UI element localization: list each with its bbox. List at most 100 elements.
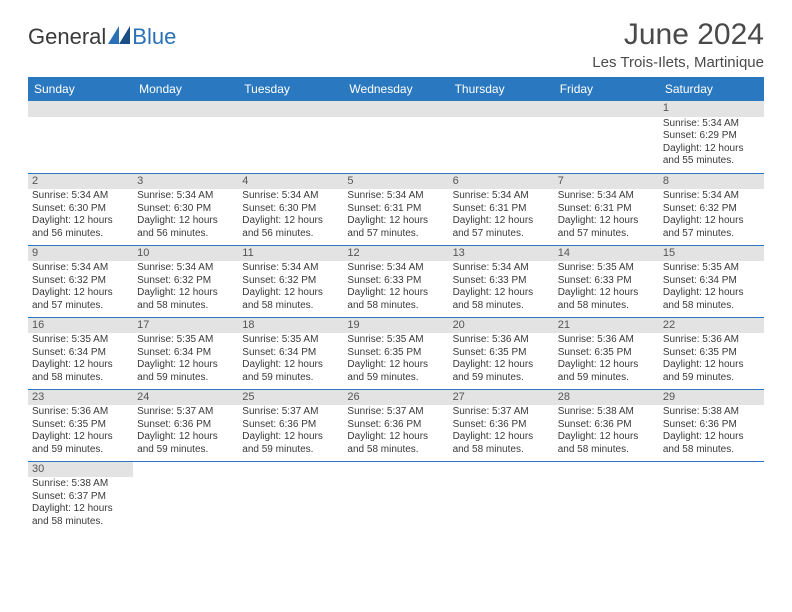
day-number: 19 — [343, 318, 448, 334]
day-number: 5 — [343, 174, 448, 190]
calendar-cell: 8Sunrise: 5:34 AMSunset: 6:32 PMDaylight… — [659, 173, 764, 245]
sunrise-line: Sunrise: 5:37 AM — [242, 406, 339, 419]
day-body: Sunrise: 5:34 AMSunset: 6:33 PMDaylight:… — [449, 261, 554, 314]
sunrise-line: Sunrise: 5:34 AM — [663, 190, 760, 203]
day-body: Sunrise: 5:38 AMSunset: 6:36 PMDaylight:… — [659, 405, 764, 458]
calendar-cell: 25Sunrise: 5:37 AMSunset: 6:36 PMDayligh… — [238, 389, 343, 461]
day-number: 13 — [449, 246, 554, 262]
calendar-cell: 2Sunrise: 5:34 AMSunset: 6:30 PMDaylight… — [28, 173, 133, 245]
day-number: 20 — [449, 318, 554, 334]
calendar-cell: 27Sunrise: 5:37 AMSunset: 6:36 PMDayligh… — [449, 389, 554, 461]
sunrise-line: Sunrise: 5:35 AM — [137, 334, 234, 347]
day-body: Sunrise: 5:34 AMSunset: 6:31 PMDaylight:… — [554, 189, 659, 242]
weekday-header: Wednesday — [343, 77, 448, 101]
sunset-line: Sunset: 6:36 PM — [558, 419, 655, 432]
day-number: 15 — [659, 246, 764, 262]
sunrise-line: Sunrise: 5:34 AM — [558, 190, 655, 203]
page-subtitle: Les Trois-Ilets, Martinique — [592, 54, 764, 71]
day-body: Sunrise: 5:36 AMSunset: 6:35 PMDaylight:… — [28, 405, 133, 458]
sunrise-line: Sunrise: 5:37 AM — [453, 406, 550, 419]
sunset-line: Sunset: 6:32 PM — [663, 203, 760, 216]
sunset-line: Sunset: 6:34 PM — [32, 347, 129, 360]
weekday-header: Saturday — [659, 77, 764, 101]
day-number: 6 — [449, 174, 554, 190]
daylight-line: Daylight: 12 hours and 59 minutes. — [137, 359, 234, 384]
sunrise-line: Sunrise: 5:34 AM — [137, 262, 234, 275]
day-number: 28 — [554, 390, 659, 406]
day-number: 26 — [343, 390, 448, 406]
daylight-line: Daylight: 12 hours and 58 minutes. — [663, 431, 760, 456]
calendar-cell-empty — [238, 461, 343, 533]
sunset-line: Sunset: 6:30 PM — [137, 203, 234, 216]
weekday-header: Thursday — [449, 77, 554, 101]
sunrise-line: Sunrise: 5:34 AM — [663, 118, 760, 131]
sunset-line: Sunset: 6:35 PM — [453, 347, 550, 360]
daylight-line: Daylight: 12 hours and 59 minutes. — [453, 359, 550, 384]
header: GeneralBlue June 2024 Les Trois-Ilets, M… — [28, 18, 764, 71]
day-number: 12 — [343, 246, 448, 262]
day-number: 29 — [659, 390, 764, 406]
calendar-cell-empty — [343, 101, 448, 173]
calendar-row: 9Sunrise: 5:34 AMSunset: 6:32 PMDaylight… — [28, 245, 764, 317]
sunrise-line: Sunrise: 5:38 AM — [558, 406, 655, 419]
day-number: 18 — [238, 318, 343, 334]
calendar-cell: 1Sunrise: 5:34 AMSunset: 6:29 PMDaylight… — [659, 101, 764, 173]
day-number: 30 — [28, 462, 133, 478]
daylight-line: Daylight: 12 hours and 56 minutes. — [242, 215, 339, 240]
day-body: Sunrise: 5:35 AMSunset: 6:34 PMDaylight:… — [133, 333, 238, 386]
calendar-cell-empty — [238, 101, 343, 173]
sunset-line: Sunset: 6:32 PM — [242, 275, 339, 288]
day-number: 21 — [554, 318, 659, 334]
sunset-line: Sunset: 6:32 PM — [32, 275, 129, 288]
calendar-cell: 18Sunrise: 5:35 AMSunset: 6:34 PMDayligh… — [238, 317, 343, 389]
logo-text-general: General — [28, 24, 106, 50]
calendar-cell-empty — [343, 461, 448, 533]
sunrise-line: Sunrise: 5:36 AM — [32, 406, 129, 419]
day-body: Sunrise: 5:36 AMSunset: 6:35 PMDaylight:… — [554, 333, 659, 386]
day-body: Sunrise: 5:35 AMSunset: 6:34 PMDaylight:… — [659, 261, 764, 314]
sunset-line: Sunset: 6:37 PM — [32, 491, 129, 504]
sunset-line: Sunset: 6:32 PM — [137, 275, 234, 288]
daylight-line: Daylight: 12 hours and 58 minutes. — [558, 431, 655, 456]
day-body: Sunrise: 5:36 AMSunset: 6:35 PMDaylight:… — [659, 333, 764, 386]
day-body: Sunrise: 5:34 AMSunset: 6:32 PMDaylight:… — [238, 261, 343, 314]
daylight-line: Daylight: 12 hours and 58 minutes. — [347, 431, 444, 456]
calendar-cell: 3Sunrise: 5:34 AMSunset: 6:30 PMDaylight… — [133, 173, 238, 245]
daylight-line: Daylight: 12 hours and 57 minutes. — [558, 215, 655, 240]
sunset-line: Sunset: 6:33 PM — [347, 275, 444, 288]
sunset-line: Sunset: 6:36 PM — [453, 419, 550, 432]
calendar-row: 1Sunrise: 5:34 AMSunset: 6:29 PMDaylight… — [28, 101, 764, 173]
daylight-line: Daylight: 12 hours and 58 minutes. — [137, 287, 234, 312]
daylight-line: Daylight: 12 hours and 55 minutes. — [663, 143, 760, 168]
daylight-line: Daylight: 12 hours and 58 minutes. — [347, 287, 444, 312]
day-number: 27 — [449, 390, 554, 406]
sunrise-line: Sunrise: 5:35 AM — [663, 262, 760, 275]
daylight-line: Daylight: 12 hours and 59 minutes. — [347, 359, 444, 384]
sunset-line: Sunset: 6:30 PM — [32, 203, 129, 216]
daynum-bar-empty — [28, 101, 133, 117]
sunset-line: Sunset: 6:35 PM — [558, 347, 655, 360]
sunset-line: Sunset: 6:30 PM — [242, 203, 339, 216]
weekday-header: Tuesday — [238, 77, 343, 101]
day-body: Sunrise: 5:37 AMSunset: 6:36 PMDaylight:… — [133, 405, 238, 458]
sunrise-line: Sunrise: 5:38 AM — [663, 406, 760, 419]
calendar-cell: 16Sunrise: 5:35 AMSunset: 6:34 PMDayligh… — [28, 317, 133, 389]
sunrise-line: Sunrise: 5:34 AM — [347, 190, 444, 203]
weekday-header-row: SundayMondayTuesdayWednesdayThursdayFrid… — [28, 77, 764, 101]
day-number: 24 — [133, 390, 238, 406]
daylight-line: Daylight: 12 hours and 59 minutes. — [242, 431, 339, 456]
sunset-line: Sunset: 6:36 PM — [242, 419, 339, 432]
sunset-line: Sunset: 6:36 PM — [663, 419, 760, 432]
day-number: 14 — [554, 246, 659, 262]
day-body: Sunrise: 5:34 AMSunset: 6:33 PMDaylight:… — [343, 261, 448, 314]
sunset-line: Sunset: 6:34 PM — [663, 275, 760, 288]
daylight-line: Daylight: 12 hours and 59 minutes. — [242, 359, 339, 384]
sunset-line: Sunset: 6:33 PM — [558, 275, 655, 288]
calendar-cell-empty — [133, 101, 238, 173]
daylight-line: Daylight: 12 hours and 59 minutes. — [663, 359, 760, 384]
sunset-line: Sunset: 6:31 PM — [453, 203, 550, 216]
calendar-cell-empty — [659, 461, 764, 533]
daylight-line: Daylight: 12 hours and 56 minutes. — [137, 215, 234, 240]
logo: GeneralBlue — [28, 24, 176, 50]
daynum-bar-empty — [238, 101, 343, 117]
